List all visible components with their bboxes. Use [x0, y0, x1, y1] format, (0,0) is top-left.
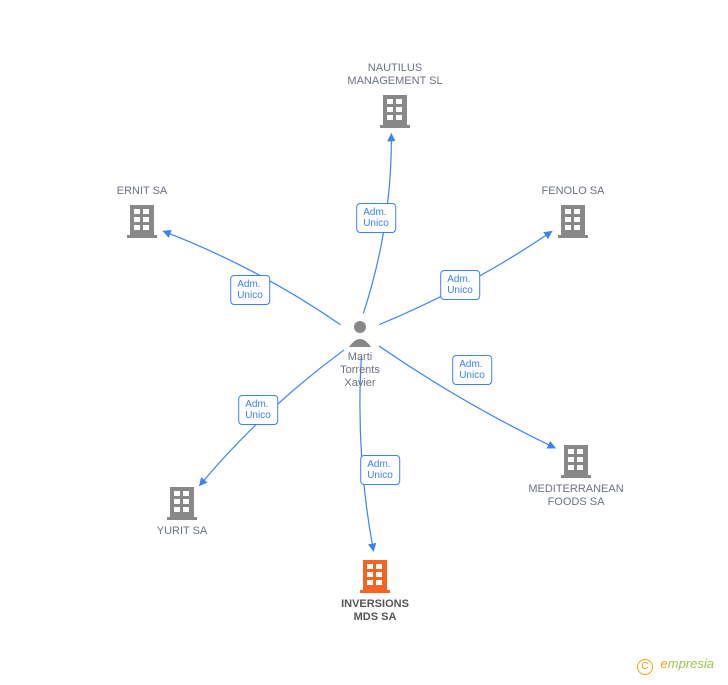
footer-brand: C empresia: [637, 656, 714, 675]
edge: [379, 231, 552, 324]
building-icon: [167, 487, 197, 520]
building-icon: [561, 445, 591, 478]
nodes-layer: [127, 95, 591, 593]
copyright-icon: C: [637, 659, 653, 675]
building-icon: [380, 95, 410, 128]
brand-rest: mpresia: [668, 656, 714, 671]
edge: [379, 346, 555, 448]
building-icon: [558, 205, 588, 238]
edge: [200, 350, 344, 486]
edge: [360, 357, 374, 551]
edge: [363, 134, 391, 314]
brand-first: e: [661, 656, 668, 671]
person-icon: [349, 321, 371, 347]
building-icon: [127, 205, 157, 238]
building-icon: [360, 560, 390, 593]
edge: [163, 231, 340, 325]
network-svg: [0, 0, 728, 685]
